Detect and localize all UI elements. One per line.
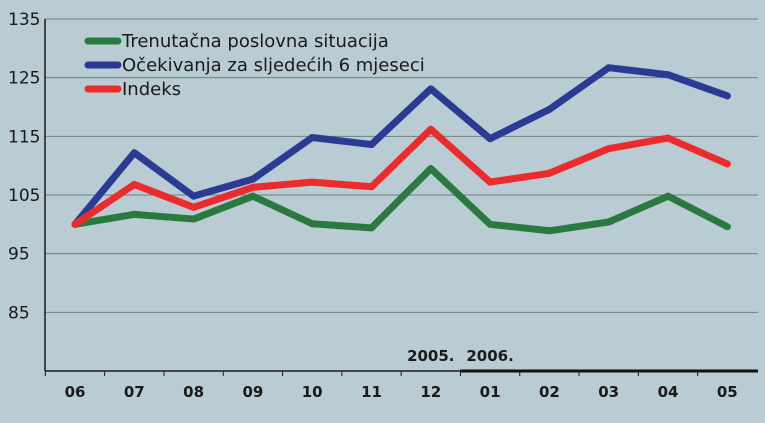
y-tick-label: 95 xyxy=(8,245,30,265)
data-point xyxy=(723,160,731,168)
data-point xyxy=(249,192,257,200)
series-2 xyxy=(71,125,731,228)
x-tick-label: 11 xyxy=(361,383,382,401)
series-0 xyxy=(71,165,731,235)
x-tick-label: 07 xyxy=(124,383,145,401)
data-point xyxy=(545,105,553,113)
data-point xyxy=(427,125,435,133)
data-point xyxy=(190,203,198,211)
data-point xyxy=(190,192,198,200)
data-point xyxy=(605,218,613,226)
data-point xyxy=(308,220,316,228)
data-point xyxy=(605,64,613,72)
legend-label: Trenutačna poslovna situacija xyxy=(121,31,389,52)
x-tick-label: 05 xyxy=(717,383,738,401)
data-point xyxy=(308,178,316,186)
data-point xyxy=(664,71,672,79)
series-1 xyxy=(71,64,731,228)
data-point xyxy=(723,92,731,100)
data-point xyxy=(190,215,198,223)
data-point xyxy=(664,192,672,200)
data-point xyxy=(545,227,553,235)
x-tick-label: 01 xyxy=(480,383,501,401)
data-point xyxy=(605,145,613,153)
data-point xyxy=(368,141,375,149)
y-tick-label: 135 xyxy=(8,10,40,30)
y-tick-label: 115 xyxy=(8,127,40,147)
legend-label: Očekivanja za sljedećih 6 mjeseci xyxy=(122,55,425,76)
series-line xyxy=(71,64,731,228)
data-point xyxy=(130,210,138,218)
data-point xyxy=(249,183,257,191)
series-lines xyxy=(71,64,731,235)
x-tick-label: 08 xyxy=(183,383,204,401)
data-point xyxy=(486,178,494,186)
series-line xyxy=(71,125,731,228)
x-tick-label: 12 xyxy=(420,383,441,401)
data-point xyxy=(130,180,138,188)
data-point xyxy=(723,223,731,231)
data-point xyxy=(427,165,435,173)
legend: Trenutačna poslovna situacija Očekivanja … xyxy=(84,31,425,100)
x-tick-label: 03 xyxy=(598,383,619,401)
y-tick-labels: 85 95 105 115 125 135 xyxy=(8,10,40,323)
data-point xyxy=(545,169,553,177)
data-point xyxy=(664,134,672,142)
x-tick-labels: 06 07 08 09 10 11 12 01 02 03 04 05 xyxy=(44,371,738,401)
x-tick-label: 09 xyxy=(242,383,263,401)
x-tick-label: 06 xyxy=(65,383,86,401)
data-point xyxy=(486,220,494,228)
year-labels: 2005. 2006. xyxy=(407,347,514,365)
x-tick-label: 10 xyxy=(302,383,323,401)
y-tick-label: 125 xyxy=(8,69,40,89)
data-point xyxy=(308,134,316,142)
x-tick-label: 04 xyxy=(658,383,679,401)
y-tick-label: 85 xyxy=(8,303,30,323)
series-line xyxy=(71,165,731,235)
year-label: 2006. xyxy=(466,347,513,365)
data-point xyxy=(427,85,435,93)
data-point xyxy=(486,135,494,143)
y-tick-label: 105 xyxy=(8,186,40,206)
data-point xyxy=(249,175,257,183)
data-point xyxy=(130,149,138,157)
data-point xyxy=(368,224,375,232)
data-point xyxy=(368,183,375,191)
data-point xyxy=(71,220,79,228)
year-label: 2005. xyxy=(407,347,454,365)
legend-label: Indeks xyxy=(122,79,181,100)
x-tick-label: 02 xyxy=(539,383,560,401)
